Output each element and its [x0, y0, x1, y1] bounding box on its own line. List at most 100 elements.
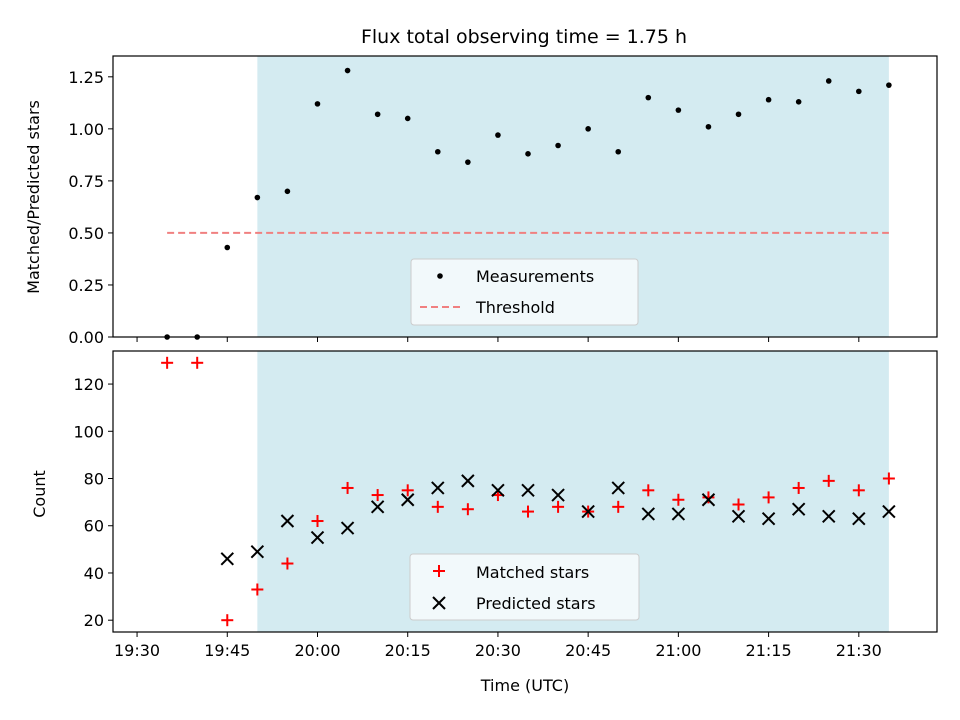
matched-star-point	[642, 484, 655, 497]
matched-star-point	[762, 491, 775, 504]
matched-star-point	[371, 489, 384, 502]
predicted-star-point	[220, 552, 234, 566]
matched-star-point	[311, 515, 324, 528]
matched-star-point	[702, 491, 715, 504]
predicted-star-point	[791, 502, 806, 516]
predicted-star-point	[581, 504, 595, 519]
predicted-star-point	[882, 504, 896, 519]
measurement-point	[765, 96, 772, 103]
matched-star-point	[882, 472, 895, 485]
bottom-legend-predicted-label: Predicted stars	[476, 594, 596, 613]
matched-star-point	[341, 481, 354, 494]
y-tick-label: 100	[73, 422, 104, 441]
predicted-star-point	[671, 507, 686, 521]
top-legend-measurements-label: Measurements	[476, 267, 594, 286]
matched-star-point	[732, 498, 745, 511]
y-tick-label: 0.75	[68, 172, 104, 191]
matched-star-point	[552, 500, 565, 513]
predicted-star-point	[641, 507, 656, 521]
measurement-point	[825, 78, 832, 84]
top-y-axis-label: Matched/Predicted stars	[24, 100, 43, 294]
predicted-star-point	[340, 521, 355, 535]
predicted-star-point	[551, 488, 565, 502]
predicted-star-point	[250, 545, 265, 559]
top-legend-threshold-label: Threshold	[475, 298, 555, 317]
y-tick-label: 80	[84, 470, 104, 489]
y-tick-label: 0.50	[68, 224, 104, 243]
predicted-star-point	[431, 481, 445, 495]
measurement-point	[314, 101, 321, 107]
top-plot-frame	[112, 55, 938, 338]
matched-star-point	[161, 356, 174, 369]
measurement-point	[495, 132, 501, 138]
measurement-point	[465, 159, 471, 165]
top-legend: Measurements Threshold	[410, 258, 639, 326]
x-tick-label: 20:45	[565, 641, 611, 660]
measurement-point	[645, 94, 652, 101]
matched-star-point	[461, 503, 474, 516]
y-tick-label: 120	[73, 375, 104, 394]
measurement-point	[434, 148, 441, 155]
top-chart-title: Flux total observing time = 1.75 h	[361, 26, 687, 48]
y-tick-label: 1.00	[68, 120, 104, 139]
predicted-star-point	[491, 483, 505, 498]
bottom-plot-frame	[112, 350, 938, 633]
bottom-legend: Matched stars Predicted stars	[409, 553, 640, 621]
measurement-point	[705, 123, 712, 130]
bottom-x-axis-label: Time (UTC)	[480, 676, 569, 695]
x-tick-label: 21:30	[836, 641, 882, 660]
predicted-star-point	[310, 530, 325, 545]
top-legend-measurements-marker	[437, 273, 443, 279]
x-tick-label: 20:30	[475, 641, 521, 660]
x-tick-label: 20:00	[294, 641, 340, 660]
predicted-star-point	[370, 500, 385, 514]
predicted-star-point	[401, 493, 415, 507]
measurement-point	[555, 142, 561, 149]
x-tick-label: 21:15	[746, 641, 792, 660]
measurement-point	[525, 151, 531, 157]
matched-star-point	[852, 484, 865, 497]
predicted-star-point	[701, 493, 716, 507]
predicted-star-point	[461, 474, 475, 488]
y-tick-label: 1.25	[68, 68, 104, 87]
y-tick-label: 60	[84, 517, 104, 536]
measurement-point	[856, 88, 862, 95]
measurement-point	[404, 115, 411, 122]
measurement-point	[615, 148, 622, 155]
matched-star-point	[822, 474, 835, 487]
matched-star-point	[612, 500, 625, 513]
measurement-point	[585, 126, 591, 132]
matched-star-point	[431, 500, 444, 513]
matched-star-point	[401, 484, 414, 497]
predicted-star-point	[280, 514, 295, 528]
measurement-point	[675, 107, 682, 113]
top-legend-box	[410, 258, 639, 326]
matched-star-point	[281, 557, 294, 570]
predicted-star-point	[731, 509, 746, 524]
measurement-point	[795, 98, 802, 105]
predicted-star-point	[521, 483, 535, 498]
x-tick-label: 20:15	[385, 641, 431, 660]
bottom-y-axis-label: Count	[30, 470, 49, 518]
x-tick-label: 19:30	[114, 641, 160, 660]
y-tick-label: 40	[84, 564, 104, 583]
x-tick-label: 21:00	[655, 641, 701, 660]
predicted-star-point	[852, 511, 866, 526]
measurement-point	[254, 194, 261, 201]
measurement-point	[886, 82, 892, 88]
measurement-point	[374, 111, 381, 118]
matched-star-point	[221, 614, 234, 627]
measurement-point	[284, 188, 291, 195]
predicted-star-point	[611, 481, 625, 495]
measurement-point	[735, 111, 742, 118]
predicted-star-point	[822, 509, 836, 524]
matched-star-point	[792, 481, 805, 494]
matched-star-point	[672, 493, 685, 506]
bottom-legend-box	[409, 553, 640, 621]
measurement-point	[224, 244, 231, 251]
matched-star-point	[251, 583, 264, 596]
y-tick-label: 0.25	[68, 276, 104, 295]
y-tick-label: 0.00	[68, 328, 104, 347]
bottom-legend-matched-label: Matched stars	[476, 563, 589, 582]
